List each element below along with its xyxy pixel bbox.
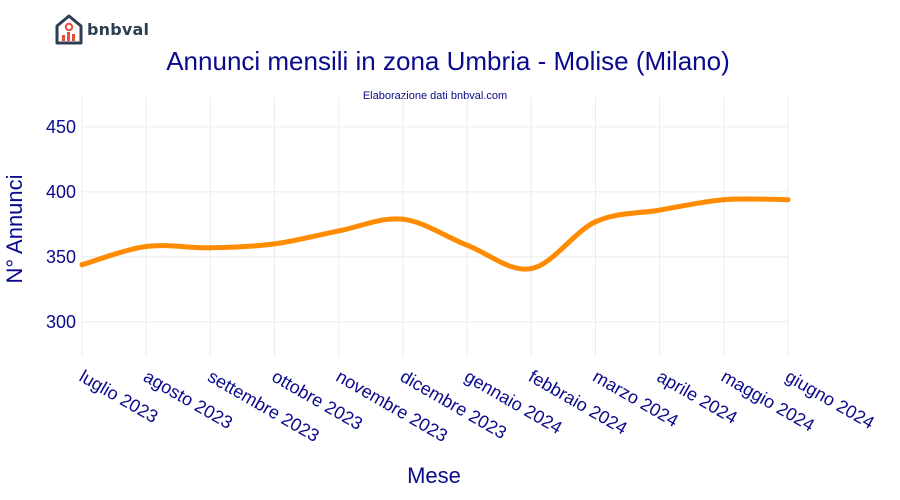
data-point — [336, 228, 342, 234]
chart-title: Annunci mensili in zona Umbria - Molise … — [166, 46, 730, 76]
data-point — [207, 245, 213, 251]
y-tick-label: 450 — [46, 117, 76, 137]
y-tick-label: 300 — [46, 312, 76, 332]
y-tick-label: 400 — [46, 182, 76, 202]
data-point — [592, 219, 598, 225]
house-chart-icon — [55, 14, 83, 45]
data-point — [785, 197, 791, 203]
data-point — [143, 244, 149, 249]
data-point — [464, 242, 470, 248]
data-point — [528, 266, 534, 272]
x-tick-label: novembre 2023 — [333, 366, 451, 446]
grid-lines — [81, 97, 789, 357]
data-point — [272, 241, 278, 247]
data-point — [400, 216, 406, 222]
brand-logo: bnbval — [54, 12, 149, 46]
chart-subtitle: Elaborazione dati bnbval.com — [363, 90, 507, 102]
brand-name: bnbval — [87, 19, 150, 39]
data-point — [657, 207, 663, 213]
data-point — [79, 262, 85, 268]
x-tick-label: settembre 2023 — [204, 366, 322, 446]
series-line — [79, 196, 791, 272]
y-axis-ticks: 300 350 400 450 — [46, 117, 76, 332]
y-tick-label: 350 — [46, 247, 76, 267]
data-point — [721, 197, 727, 203]
x-axis-label: Mese — [407, 463, 461, 488]
series-layer — [79, 196, 791, 272]
y-axis-label: N° Annunci — [2, 174, 27, 283]
x-tick-label: dicembre 2023 — [397, 366, 510, 443]
